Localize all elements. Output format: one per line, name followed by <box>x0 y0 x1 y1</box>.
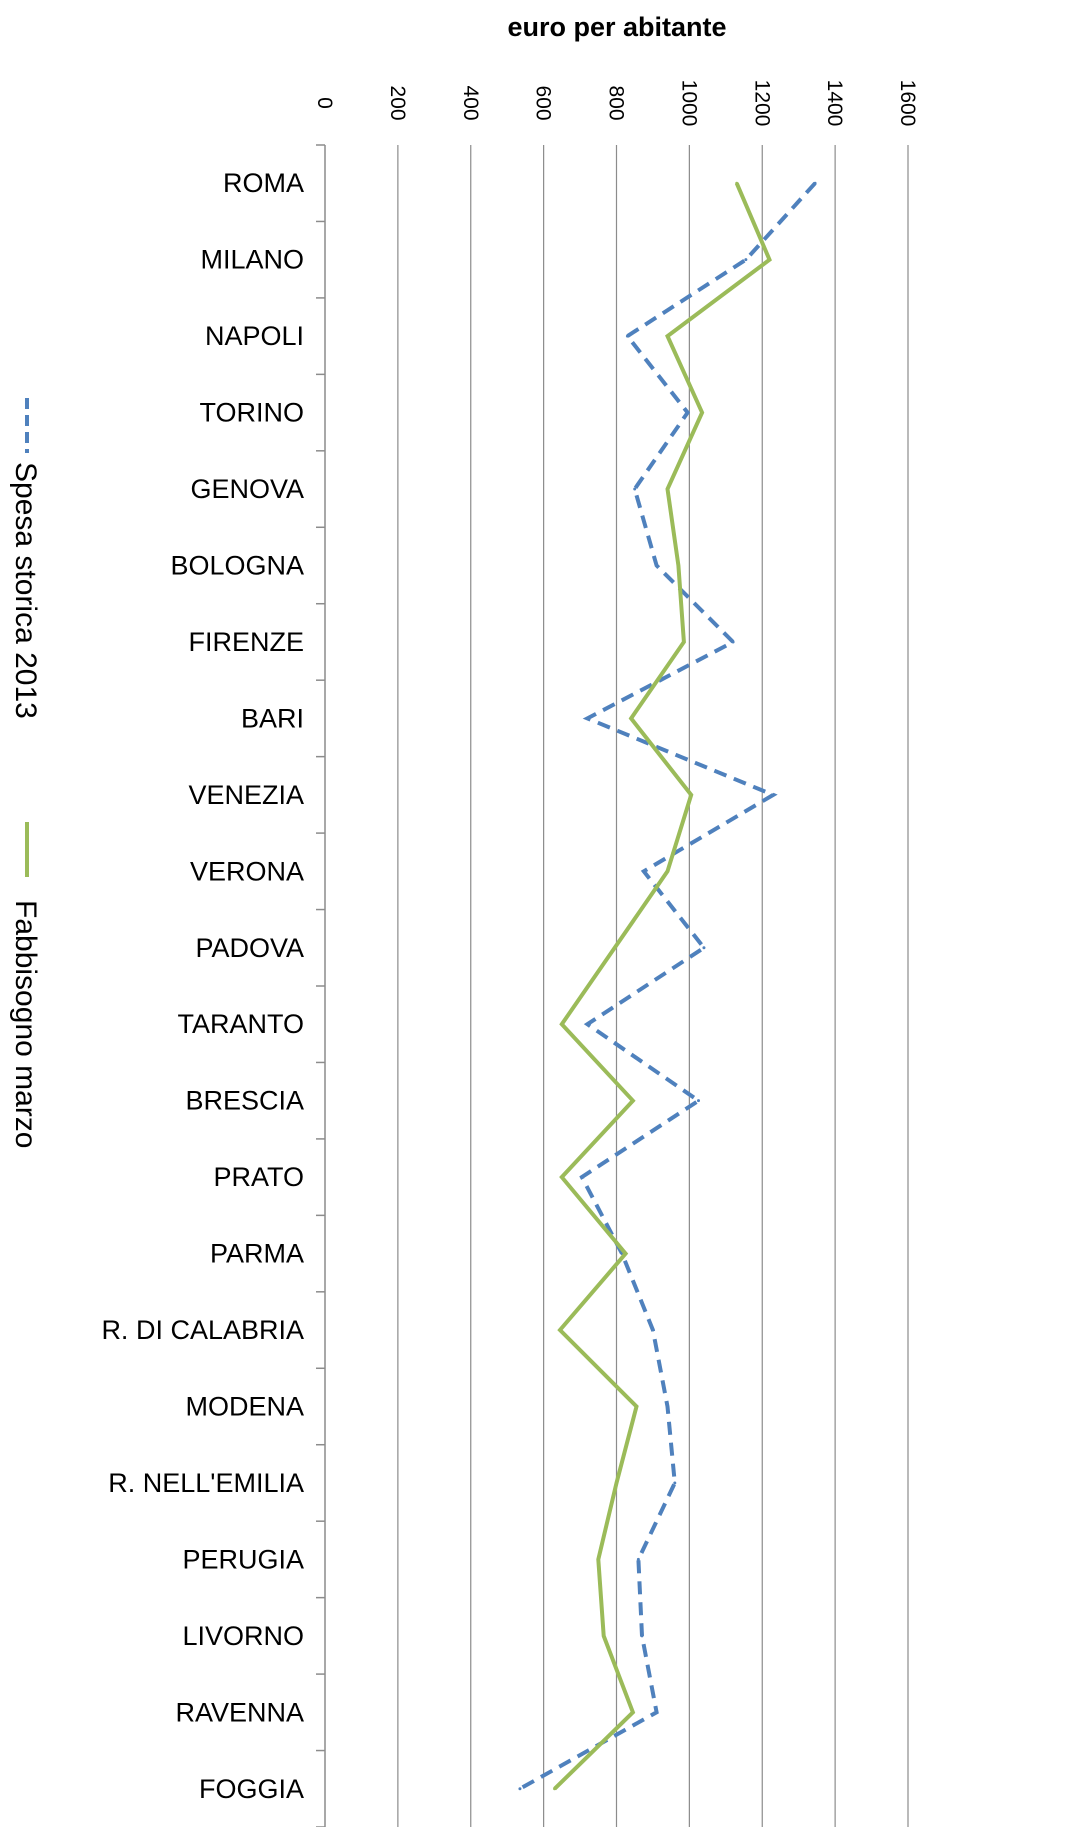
data-point <box>629 716 633 720</box>
category-label: BRESCIA <box>185 1086 304 1116</box>
data-point <box>602 1634 606 1638</box>
legend: Spesa storica 2013 Fabbisogno marzo <box>9 398 42 1148</box>
data-point <box>696 1099 700 1103</box>
category-label: PARMA <box>210 1239 304 1269</box>
data-point <box>625 334 629 338</box>
data-point <box>518 1787 522 1791</box>
data-point <box>560 1022 564 1026</box>
data-point <box>731 640 735 644</box>
data-point <box>686 411 690 415</box>
tick-label-0: 0 <box>313 97 336 109</box>
category-labels: ROMA MILANO NAPOLI TORINO GENOVA BOLOGNA FIREN… <box>101 168 304 1804</box>
legend-label-2: Fabbisogno marzo <box>9 900 42 1148</box>
data-point <box>613 946 617 950</box>
series-line-1 <box>518 181 817 1791</box>
category-axis <box>316 144 326 1827</box>
value-axis-title: euro per abitante <box>507 12 726 42</box>
tick-label-800: 800 <box>605 85 628 120</box>
category-label: R. DI CALABRIA <box>101 1315 304 1345</box>
plot-area: 0 200 400 600 800 1000 1200 1400 1600 ROMA MILANO… <box>101 80 919 1827</box>
data-point <box>631 1099 635 1103</box>
value-axis-ticks: 0 200 400 600 800 1000 1200 1400 1600 <box>313 80 919 127</box>
tick-label-200: 200 <box>386 85 409 120</box>
category-label: MILANO <box>200 245 304 275</box>
data-point <box>702 946 706 950</box>
tick-label-1000: 1000 <box>677 80 700 127</box>
data-point <box>666 334 670 338</box>
data-point <box>655 1710 659 1714</box>
category-label: TORINO <box>199 398 304 428</box>
data-point <box>771 793 775 797</box>
category-label: TARANTO <box>177 1009 304 1039</box>
tick-label-1600: 1600 <box>896 80 919 127</box>
data-point <box>560 1175 564 1179</box>
series-lines <box>518 181 817 1791</box>
data-point <box>558 1328 562 1332</box>
category-label: FIRENZE <box>188 627 304 657</box>
data-point <box>768 258 772 262</box>
tick-label-1200: 1200 <box>750 80 773 127</box>
data-point <box>636 1557 640 1561</box>
data-point <box>689 793 693 797</box>
data-point <box>676 564 680 567</box>
data-point <box>735 181 739 185</box>
category-label: PERUGIA <box>182 1544 304 1574</box>
tick-label-400: 400 <box>459 85 482 120</box>
data-point <box>640 1634 644 1638</box>
data-point <box>585 716 589 720</box>
category-label: R. NELL'EMILIA <box>108 1468 304 1498</box>
data-point <box>596 1557 600 1561</box>
category-label: ROMA <box>223 168 304 198</box>
tick-label-600: 600 <box>532 85 555 120</box>
category-label: GENOVA <box>190 474 304 504</box>
category-label: MODENA <box>185 1392 304 1422</box>
data-point <box>655 564 659 567</box>
data-point <box>553 1787 557 1791</box>
data-point <box>682 640 686 644</box>
category-label: VENEZIA <box>188 780 304 810</box>
data-point <box>666 1405 670 1408</box>
category-label: LIVORNO <box>182 1621 304 1651</box>
data-point <box>744 258 748 262</box>
data-point <box>642 869 646 873</box>
category-label: VERONA <box>190 856 304 886</box>
gridlines <box>397 145 909 1827</box>
legend-label-1: Spesa storica 2013 <box>9 462 42 719</box>
category-label: PRATO <box>213 1162 304 1192</box>
tick-label-1400: 1400 <box>823 80 846 127</box>
series-line-2 <box>553 182 772 1791</box>
data-point <box>700 411 704 415</box>
data-point <box>585 1022 589 1026</box>
data-point <box>635 1405 639 1408</box>
category-label: FOGGIA <box>199 1774 304 1804</box>
data-point <box>651 1328 655 1332</box>
data-point <box>673 1481 677 1485</box>
data-point <box>580 1175 584 1179</box>
category-label: RAVENNA <box>175 1697 304 1727</box>
category-label: PADOVA <box>195 933 304 963</box>
category-label: BARI <box>241 703 304 733</box>
data-point <box>615 1481 618 1485</box>
data-point <box>624 1252 628 1256</box>
data-point <box>633 487 637 491</box>
category-label: BOLOGNA <box>170 551 304 581</box>
category-label: NAPOLI <box>205 321 304 351</box>
data-point <box>666 869 670 873</box>
data-point <box>666 487 670 491</box>
data-point <box>631 1710 635 1714</box>
data-point <box>813 181 817 185</box>
